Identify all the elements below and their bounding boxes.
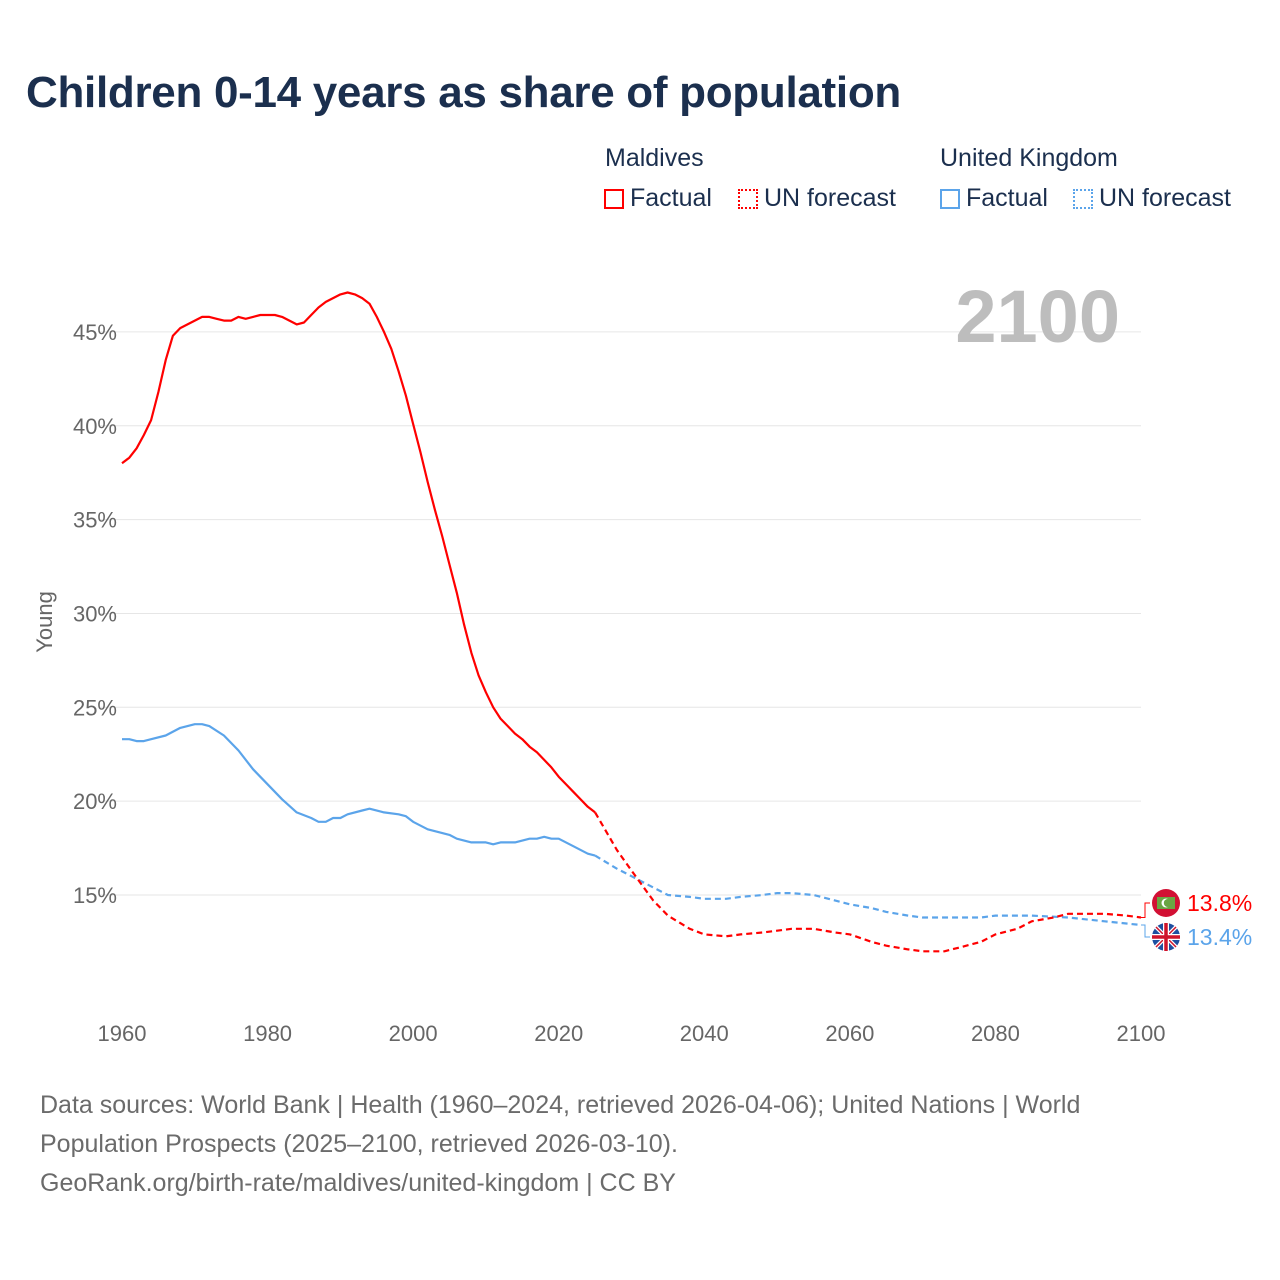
year-watermark: 2100 — [955, 275, 1120, 358]
x-tick-label: 1980 — [243, 1021, 292, 1046]
maldives-label-connector — [1141, 902, 1150, 919]
legend-label: Factual — [966, 184, 1048, 212]
chart-title: Children 0-14 years as share of populati… — [26, 68, 901, 117]
x-tick-label: 2020 — [534, 1021, 583, 1046]
legend-maldives-factual[interactable]: Factual — [604, 184, 712, 213]
united-kingdom-label-connector — [1141, 924, 1150, 938]
maldives-flag-icon — [1152, 889, 1180, 917]
legend-label: UN forecast — [1099, 184, 1231, 212]
united-kingdom-end-value: 13.4% — [1187, 924, 1252, 950]
footer-sources: Data sources: World Bank | Health (1960–… — [40, 1086, 1240, 1203]
united-kingdom-factual-line — [122, 723, 596, 857]
united-kingdom-forecast-line — [594, 854, 1142, 927]
x-tick-label: 2100 — [1117, 1021, 1166, 1046]
footer-line: Population Prospects (2025–2100, retriev… — [40, 1130, 678, 1158]
legend-uk-forecast[interactable]: UN forecast — [1073, 184, 1231, 213]
legend-label: UN forecast — [764, 184, 896, 212]
y-tick-label: 40% — [73, 414, 117, 439]
y-axis-label: Young — [32, 591, 57, 653]
x-tick-label: 2080 — [971, 1021, 1020, 1046]
legend-maldives-forecast[interactable]: UN forecast — [738, 184, 896, 213]
legend-swatch-solid — [604, 188, 624, 209]
x-tick-label: 2000 — [389, 1021, 438, 1046]
legend-uk-heading: United Kingdom — [940, 144, 1118, 172]
legend-uk-factual[interactable]: Factual — [940, 184, 1048, 213]
x-tick-label: 2040 — [680, 1021, 729, 1046]
x-tick-label: 1960 — [98, 1021, 147, 1046]
legend-label: Factual — [630, 184, 712, 212]
y-tick-label: 30% — [73, 601, 117, 626]
footer-line: Data sources: World Bank | Health (1960–… — [40, 1091, 1081, 1119]
maldives-factual-line — [121, 291, 596, 814]
maldives-forecast-line — [594, 811, 1142, 953]
legend-swatch-dotted — [1073, 188, 1093, 209]
line-chart: 15% 20% 25% 30% 35% 40% 45% 1960 1980 2000 2020 204… — [32, 275, 1252, 1046]
legend-swatch-dotted — [738, 188, 758, 209]
y-tick-label: 15% — [73, 883, 117, 908]
legend-maldives-heading: Maldives — [605, 144, 704, 172]
footer-link[interactable]: GeoRank.org/birth-rate/maldives/united-k… — [40, 1169, 676, 1197]
y-tick-label: 35% — [73, 508, 117, 533]
y-tick-label: 25% — [73, 695, 117, 720]
united-kingdom-flag-icon — [1152, 923, 1180, 951]
y-tick-label: 20% — [73, 789, 117, 814]
y-tick-label: 45% — [73, 320, 117, 345]
legend-swatch-solid — [940, 188, 960, 209]
maldives-end-value: 13.8% — [1187, 890, 1252, 916]
x-tick-label: 2060 — [825, 1021, 874, 1046]
